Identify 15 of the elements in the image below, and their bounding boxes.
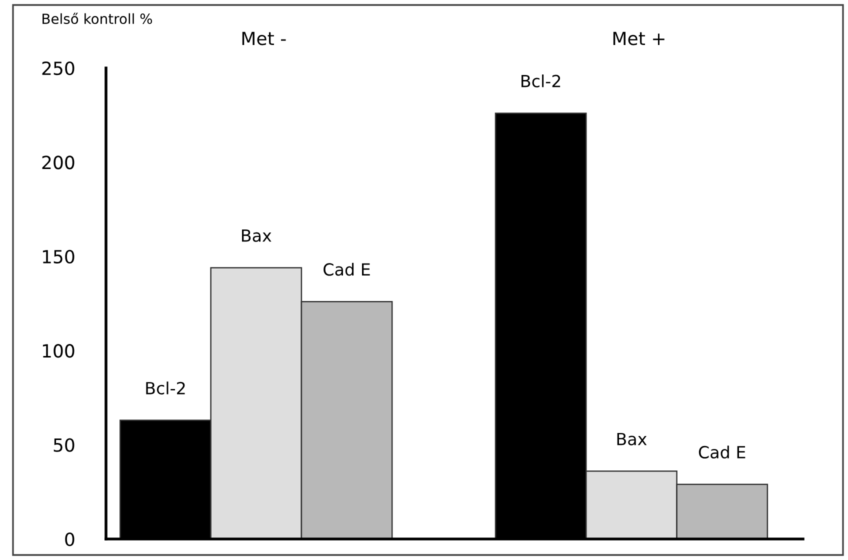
y-tick-label: 100 xyxy=(42,344,74,358)
y-tick-label: 200 xyxy=(42,156,74,170)
y-tick-label: 150 xyxy=(42,250,74,264)
series-label: Bax xyxy=(617,432,647,446)
y-tick-label: 0 xyxy=(65,532,74,546)
series-label: Bcl-2 xyxy=(522,74,560,88)
y-axis-title: Belső kontroll % xyxy=(42,12,152,24)
y-tick-label: 50 xyxy=(54,438,74,452)
y-tick-label: 250 xyxy=(42,61,74,76)
text: Cad E xyxy=(698,446,746,459)
text: Bax xyxy=(242,229,272,242)
text: Bcl-2 xyxy=(146,382,185,394)
x-tick-label: Met + xyxy=(613,32,664,46)
series-label: Cad E xyxy=(324,262,370,276)
x-tick-label: Met - xyxy=(242,32,286,46)
